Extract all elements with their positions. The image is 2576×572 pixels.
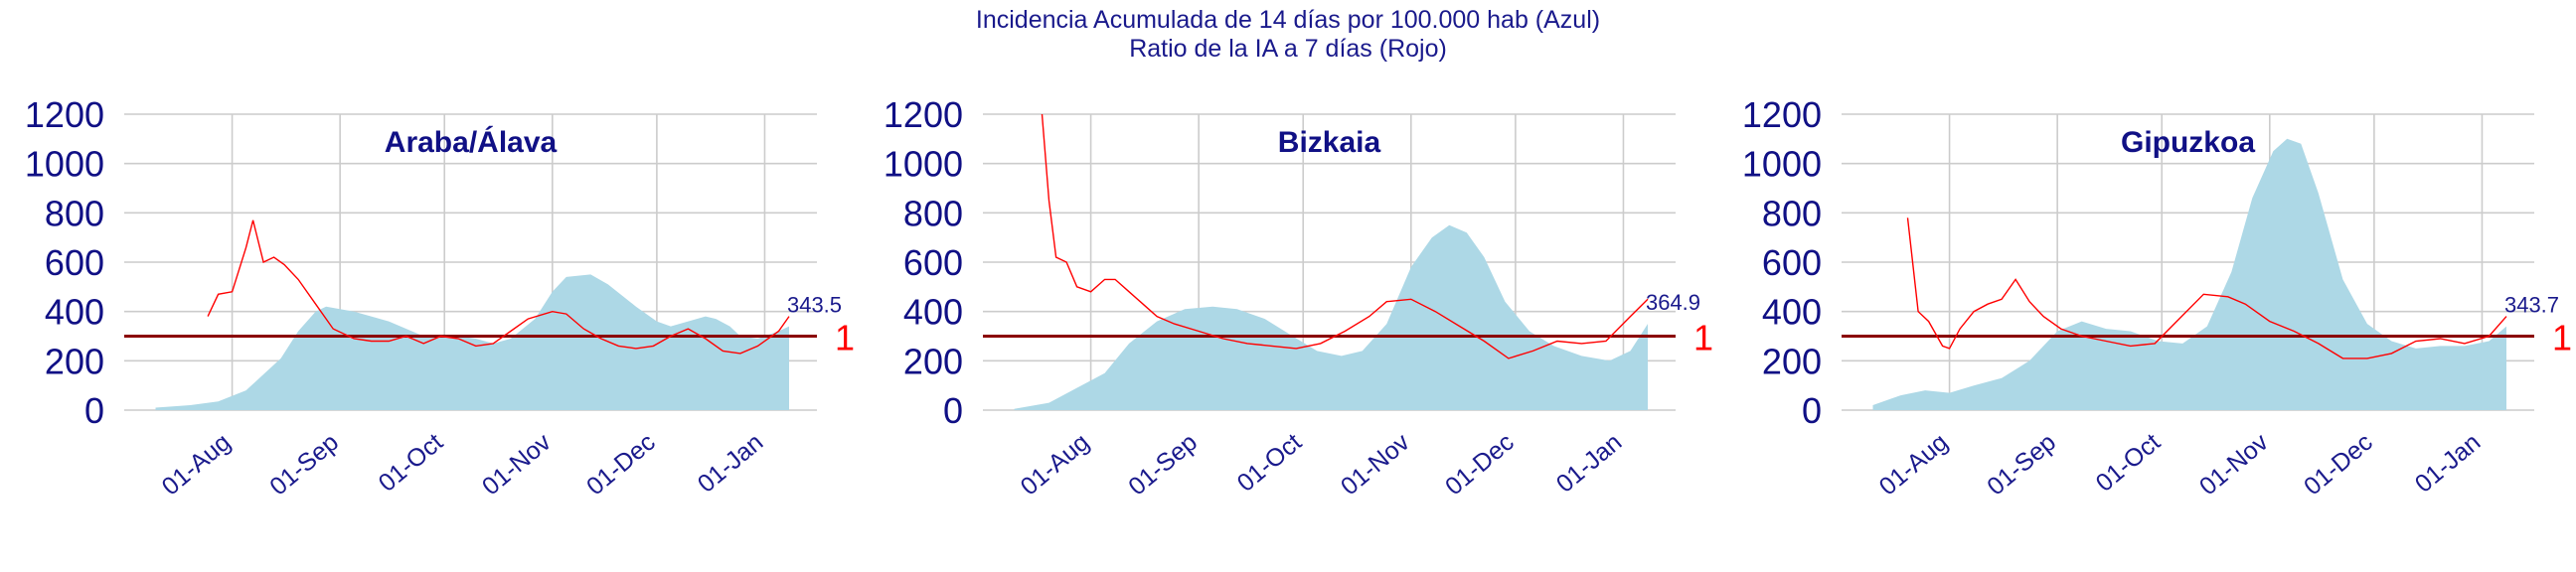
incidence-area xyxy=(1014,224,1648,410)
x-tick-label: 01-Jan xyxy=(693,428,769,499)
chart-gipuzkoa: 0 200 400 600 800 1000 1200 01-Aug 01-Sep 01-Oct 0… xyxy=(1742,94,2572,501)
x-tick-label: 01-Oct xyxy=(1232,428,1308,498)
y-tick-label: 1200 xyxy=(1742,94,1822,135)
y-tick-label: 200 xyxy=(1762,341,1822,381)
y-tick-label: 600 xyxy=(45,242,104,283)
y-tick-label: 0 xyxy=(84,390,104,431)
y-tick-label: 200 xyxy=(903,341,963,381)
x-tick-label: 01-Nov xyxy=(1336,428,1415,501)
y-tick-label: 0 xyxy=(943,390,963,431)
ratio-line xyxy=(1906,217,2507,359)
x-tick-label: 01-Aug xyxy=(157,428,237,500)
x-tick-label: 01-Sep xyxy=(1123,428,1203,500)
chart-title-line1: Incidencia Acumulada de 14 días por 100.… xyxy=(975,6,1601,34)
reference-label: 1 xyxy=(835,318,855,358)
y-tick-label: 0 xyxy=(1802,390,1822,431)
x-tick-label: 01-Aug xyxy=(1874,428,1954,500)
x-tick-label: 01-Dec xyxy=(1440,428,1520,500)
x-tick-label: 01-Sep xyxy=(264,428,344,500)
panel-araba: 0 200 400 600 800 1000 1200 01-Aug 01-Sep 01-Oct 0… xyxy=(0,0,859,572)
incidence-area xyxy=(1872,138,2506,411)
x-tick-label: 01-Aug xyxy=(1016,428,1095,500)
ratio-line xyxy=(1041,113,1649,359)
end-value-label: 343.7 xyxy=(2504,293,2559,318)
y-tick-label: 800 xyxy=(903,193,963,233)
x-tick-label: 01-Dec xyxy=(581,428,661,500)
panel-title: Araba/Álava xyxy=(385,125,558,159)
panel-title: Gipuzkoa xyxy=(2121,126,2255,159)
chart-title-block: Incidencia Acumulada de 14 días por 100.… xyxy=(0,6,2576,64)
chart-title-line2: Ratio de la IA a 7 días (Rojo) xyxy=(1129,35,1447,63)
y-tick-label: 1000 xyxy=(25,144,104,185)
x-tick-label: 01-Jan xyxy=(2410,428,2487,499)
panel-title: Bizkaia xyxy=(1278,126,1381,159)
y-tick-label: 1200 xyxy=(884,94,963,135)
y-tick-label: 600 xyxy=(903,242,963,283)
incidence-area xyxy=(155,274,789,410)
y-tick-label: 1200 xyxy=(25,94,104,135)
y-tick-label: 800 xyxy=(45,193,104,233)
end-value-label: 364.9 xyxy=(1646,290,1700,315)
x-tick-label: 01-Nov xyxy=(477,428,557,501)
y-tick-label: 1000 xyxy=(884,144,963,185)
chart-araba: 0 200 400 600 800 1000 1200 01-Aug 01-Sep 01-Oct 0… xyxy=(25,94,855,501)
x-tick-label: 01-Jan xyxy=(1551,428,1628,499)
x-tick-label: 01-Oct xyxy=(374,428,449,498)
x-tick-label: 01-Sep xyxy=(1982,428,2061,500)
y-tick-label: 400 xyxy=(903,292,963,333)
reference-label: 1 xyxy=(2552,318,2572,358)
y-tick-label: 400 xyxy=(1762,292,1822,333)
panel-gipuzkoa: 0 200 400 600 800 1000 1200 01-Aug 01-Sep 01-Oct 0… xyxy=(1717,0,2576,572)
end-value-label: 343.5 xyxy=(787,293,842,318)
y-tick-label: 400 xyxy=(45,292,104,333)
ratio-line xyxy=(207,219,790,355)
y-tick-label: 600 xyxy=(1762,242,1822,283)
x-tick-label: 01-Oct xyxy=(2091,428,2167,498)
reference-label: 1 xyxy=(1693,318,1713,358)
chart-bizkaia: 0 200 400 600 800 1000 1200 01-Aug 01-Sep 01-Oct 0… xyxy=(884,94,1713,501)
y-tick-label: 800 xyxy=(1762,193,1822,233)
x-tick-label: 01-Dec xyxy=(2299,428,2378,500)
x-tick-label: 01-Nov xyxy=(2194,428,2274,501)
panel-bizkaia: 0 200 400 600 800 1000 1200 01-Aug 01-Sep 01-Oct 0… xyxy=(859,0,1717,572)
y-tick-label: 1000 xyxy=(1742,144,1822,185)
y-tick-label: 200 xyxy=(45,341,104,381)
